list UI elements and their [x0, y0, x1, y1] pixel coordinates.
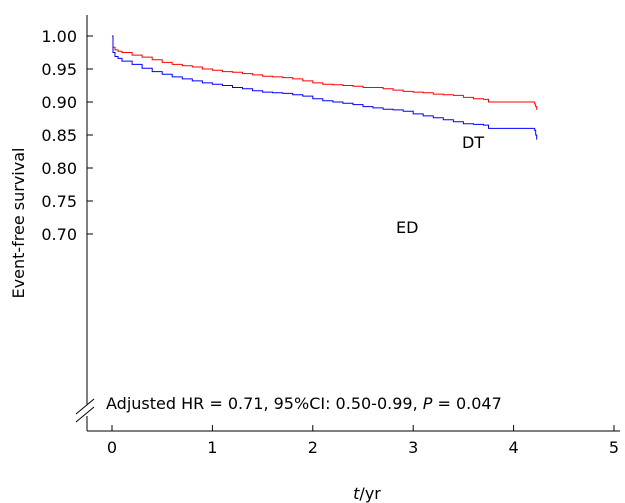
x-tick-label: 2 [308, 438, 318, 457]
x-axis-title: t/yr [353, 484, 381, 503]
annotation-p-symbol: P [423, 394, 433, 413]
annotation-prefix: Adjusted HR = 0.71, 95%CI: 0.50-0.99, [106, 394, 423, 413]
x-tick-label: 4 [509, 438, 519, 457]
survival-curve-ed [112, 36, 537, 140]
x-tick-label: 3 [408, 438, 418, 457]
y-tick-label: 0.85 [41, 126, 77, 145]
survival-curves [112, 36, 537, 140]
y-axis-break-line-2 [76, 407, 94, 422]
y-tick-label: 0.90 [41, 93, 77, 112]
y-tick-label: 0.95 [41, 60, 77, 79]
x-tick-label: 1 [207, 438, 217, 457]
x-ticks: 0 1 2 3 4 5 [107, 425, 619, 457]
y-tick-label: 0.70 [41, 225, 77, 244]
x-axis-title-rest: /yr [359, 484, 381, 503]
y-axis-break-line-1 [76, 399, 94, 414]
hazard-ratio-annotation: Adjusted HR = 0.71, 95%CI: 0.50-0.99, P … [106, 394, 502, 413]
y-ticks: 0.70 0.75 0.80 0.85 0.90 0.95 1.00 [41, 27, 93, 244]
x-tick-label: 5 [609, 438, 619, 457]
survival-curve-dt [112, 36, 537, 110]
axes [76, 15, 620, 431]
y-axis-title: Event-free survival [9, 148, 28, 299]
x-tick-label: 0 [107, 438, 117, 457]
annotation-suffix: = 0.047 [432, 394, 501, 413]
y-tick-label: 1.00 [41, 27, 77, 46]
series-label-dt: DT [462, 133, 484, 152]
series-label-ed: ED [396, 218, 418, 237]
y-tick-label: 0.75 [41, 192, 77, 211]
y-tick-label: 0.80 [41, 159, 77, 178]
